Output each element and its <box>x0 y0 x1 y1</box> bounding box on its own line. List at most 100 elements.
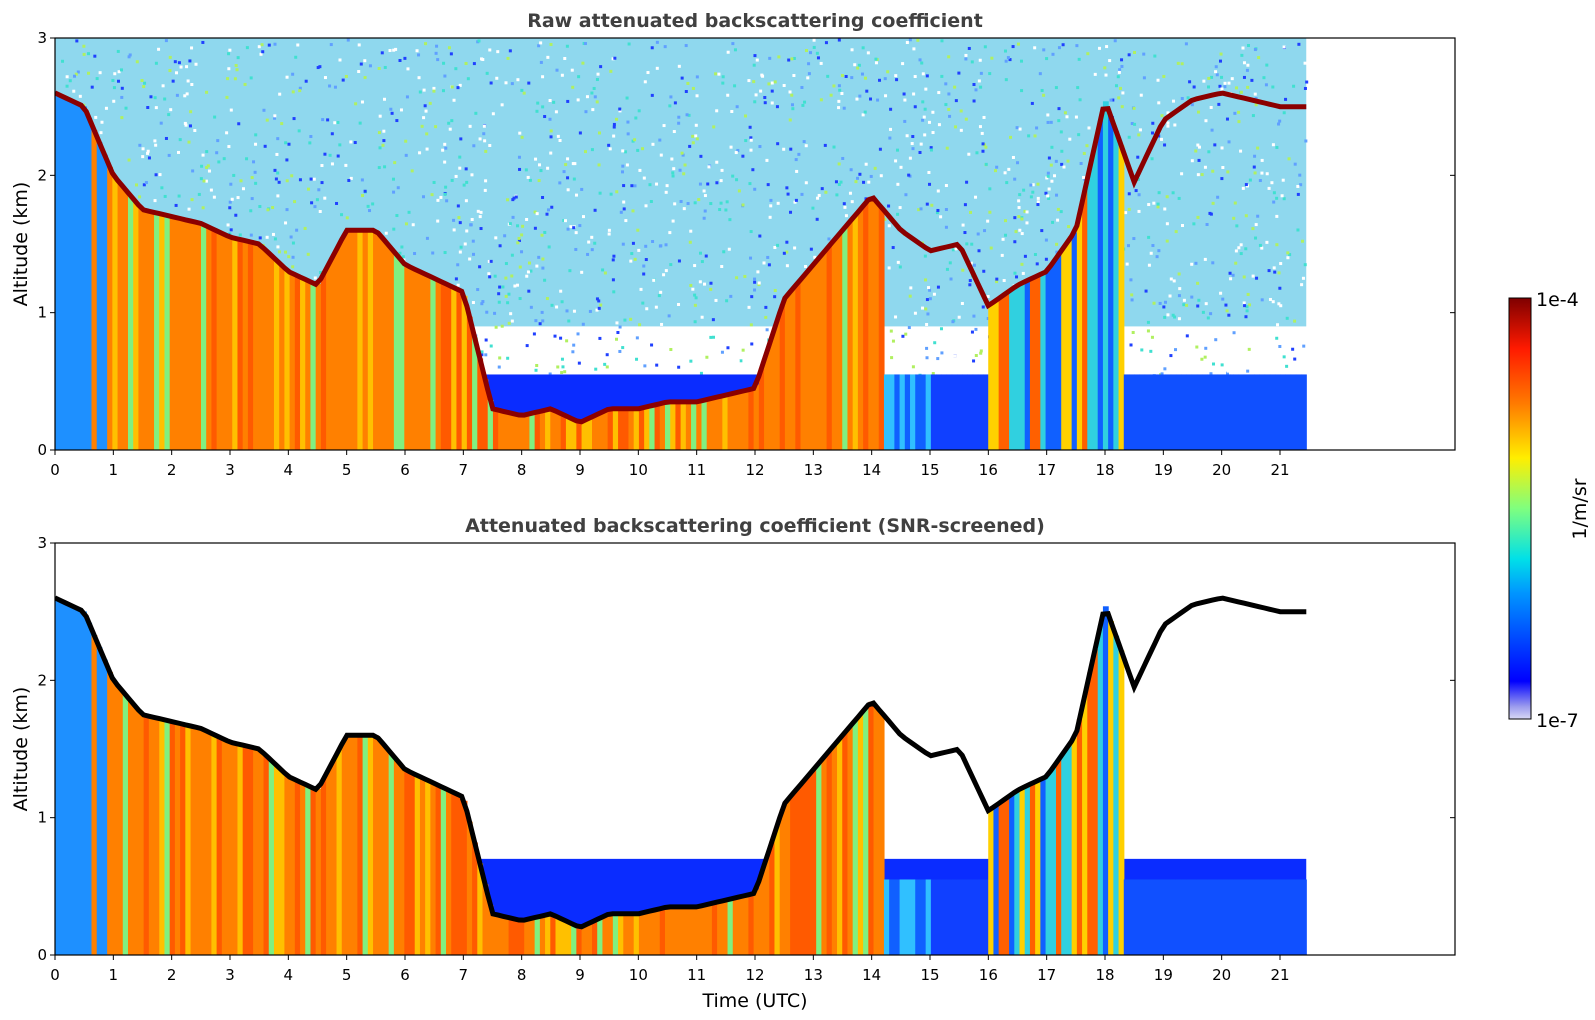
noise-pixel <box>1111 98 1115 102</box>
noise-pixel <box>699 251 703 255</box>
backscatter-column <box>1212 879 1219 955</box>
noise-pixel <box>1219 52 1223 56</box>
noise-pixel <box>754 93 758 97</box>
noise-pixel <box>937 123 941 127</box>
backscatter-column <box>524 414 531 450</box>
noise-pixel <box>509 312 513 316</box>
noise-pixel <box>986 219 990 223</box>
noise-pixel <box>1027 134 1031 138</box>
noise-pixel <box>590 91 594 95</box>
noise-pixel <box>539 60 543 64</box>
backscatter-column <box>326 769 332 955</box>
noise-pixel <box>937 91 941 95</box>
noise-pixel <box>1133 122 1137 126</box>
noise-pixel <box>135 60 139 64</box>
noise-pixel <box>1166 111 1170 115</box>
noise-pixel <box>807 62 811 66</box>
noise-pixel <box>506 56 510 60</box>
noise-pixel <box>537 44 541 48</box>
backscatter-column <box>633 913 640 955</box>
noise-pixel <box>581 61 585 65</box>
noise-pixel <box>983 229 987 233</box>
backscatter-column <box>1061 247 1068 450</box>
noise-pixel <box>1152 301 1156 305</box>
noise-pixel <box>945 267 949 271</box>
noise-pixel <box>728 218 732 222</box>
noise-pixel <box>144 181 148 185</box>
backscatter-column <box>519 415 525 450</box>
noise-pixel <box>874 61 878 65</box>
noise-pixel <box>1013 271 1017 275</box>
x-tick-label: 6 <box>400 461 410 479</box>
backscatter-column <box>519 920 525 955</box>
backscatter-column <box>315 283 322 450</box>
noise-pixel <box>924 278 928 282</box>
noise-pixel <box>595 78 599 82</box>
noise-pixel <box>271 206 275 210</box>
noise-pixel <box>199 177 203 181</box>
noise-pixel <box>631 241 635 245</box>
noise-pixel <box>228 200 232 204</box>
noise-pixel <box>753 100 757 104</box>
noise-pixel <box>512 196 516 200</box>
backscatter-column <box>1071 232 1078 450</box>
backscatter-column <box>378 236 385 450</box>
noise-pixel <box>840 92 844 96</box>
noise-pixel <box>500 324 504 328</box>
noise-pixel <box>590 235 594 239</box>
backscatter-column <box>545 409 551 450</box>
noise-pixel <box>1169 354 1173 358</box>
backscatter-column <box>430 782 437 955</box>
noise-pixel <box>459 245 463 249</box>
backscatter-column <box>1165 879 1172 955</box>
noise-pixel <box>565 309 569 313</box>
noise-pixel <box>1265 172 1269 176</box>
noise-pixel <box>857 63 861 67</box>
noise-pixel <box>588 348 592 352</box>
noise-pixel <box>1297 42 1301 46</box>
noise-pixel <box>1258 179 1262 183</box>
noise-pixel <box>896 260 900 264</box>
backscatter-column <box>263 755 270 955</box>
noise-pixel <box>755 58 759 62</box>
noise-pixel <box>1155 255 1159 259</box>
noise-pixel <box>577 361 581 365</box>
noise-pixel <box>1200 357 1204 361</box>
noise-pixel <box>801 103 805 107</box>
noise-pixel <box>744 114 748 118</box>
noise-pixel <box>1205 223 1209 227</box>
noise-pixel <box>238 233 242 237</box>
noise-pixel <box>984 162 988 166</box>
noise-pixel <box>360 100 364 104</box>
noise-pixel <box>758 234 762 238</box>
backscatter-column <box>143 210 150 450</box>
noise-pixel <box>1192 85 1196 89</box>
noise-pixel <box>694 296 698 300</box>
backscatter-column <box>305 280 312 450</box>
noise-pixel <box>920 357 924 361</box>
backscatter-column <box>346 230 353 450</box>
noise-pixel <box>607 232 611 236</box>
noise-pixel <box>316 66 320 70</box>
noise-pixel <box>707 165 711 169</box>
noise-pixel <box>456 263 460 267</box>
backscatter-column <box>1118 145 1125 450</box>
noise-pixel <box>979 349 983 353</box>
noise-pixel <box>510 253 514 257</box>
backscatter-column <box>790 793 796 955</box>
backscatter-column <box>174 217 181 450</box>
x-tick-label: 18 <box>1095 966 1114 984</box>
backscatter-column <box>649 910 656 955</box>
noise-pixel <box>591 108 595 112</box>
backscatter-column <box>983 374 989 450</box>
noise-pixel <box>1033 253 1037 257</box>
noise-pixel <box>679 199 683 203</box>
noise-pixel <box>1201 310 1205 314</box>
colorbar-gradient <box>1508 297 1532 720</box>
noise-pixel <box>594 367 598 371</box>
noise-pixel <box>889 127 893 131</box>
noise-pixel <box>864 76 868 80</box>
noise-pixel <box>757 283 761 287</box>
noise-pixel <box>689 229 693 233</box>
noise-pixel <box>944 208 948 212</box>
